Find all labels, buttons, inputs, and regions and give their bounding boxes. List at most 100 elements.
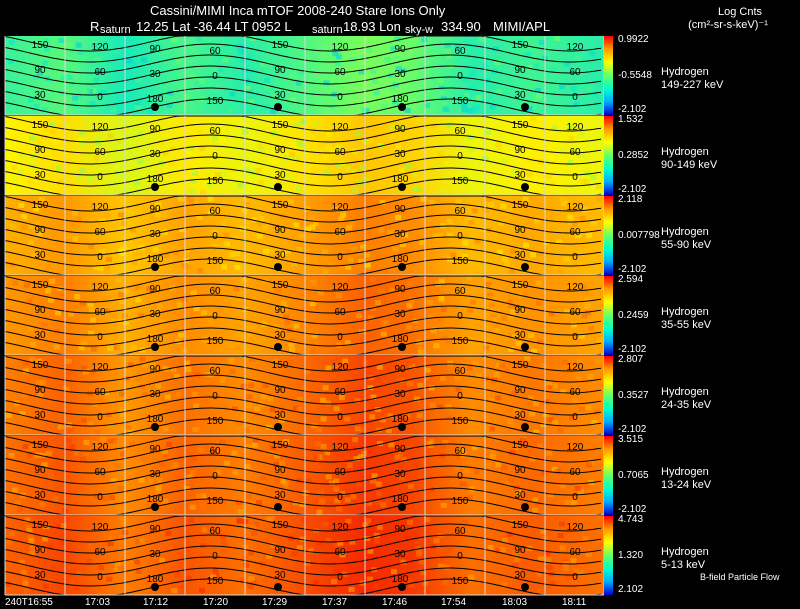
contour-label: 90 xyxy=(514,545,526,556)
contour-label: 30 xyxy=(274,330,286,341)
contour-label: 120 xyxy=(567,522,584,533)
pitch-contour xyxy=(4,407,602,427)
field-marker xyxy=(274,423,282,431)
contour-label: 150 xyxy=(207,96,224,107)
contour-label: 60 xyxy=(569,67,581,78)
panel-3: 150 90 30 120 60 0 90 30 180 60 0 150 150 90 30 120 60 0 9… xyxy=(4,275,613,356)
species-label: Hydrogen xyxy=(661,66,709,78)
contour-label: 60 xyxy=(94,227,106,238)
contour-label: 90 xyxy=(394,524,406,535)
contour-label: 30 xyxy=(149,309,161,320)
contour-label: 150 xyxy=(207,336,224,347)
energy-label: 55-90 keV xyxy=(661,239,712,251)
contour-label: 150 xyxy=(512,120,529,131)
contour-label: 120 xyxy=(92,282,109,293)
contour-label: 30 xyxy=(514,170,526,181)
panel-1: 150 90 30 120 60 0 90 30 180 60 0 150 150 90 30 120 60 0 9… xyxy=(4,115,613,196)
contour-label: 30 xyxy=(514,490,526,501)
contour-label: 60 xyxy=(454,206,466,217)
contour-label: 90 xyxy=(34,65,46,76)
contour-label: 90 xyxy=(514,145,526,156)
field-marker xyxy=(521,183,529,191)
contour-label: 60 xyxy=(334,467,346,478)
contour-label: 60 xyxy=(94,147,106,158)
field-marker xyxy=(274,583,282,591)
panel-4: 150 90 30 120 60 0 90 30 180 60 0 150 150 90 30 120 60 0 9… xyxy=(4,355,613,436)
contour-label: 60 xyxy=(454,46,466,57)
pitch-contour xyxy=(4,76,602,96)
contour-label: 30 xyxy=(34,250,46,261)
contour-label: 150 xyxy=(32,440,49,451)
contour-label: 60 xyxy=(94,547,106,558)
header-value: 334.90 xyxy=(441,19,481,34)
contour-label: 150 xyxy=(207,176,224,187)
contour-label: 90 xyxy=(514,305,526,316)
contour-label: 30 xyxy=(514,90,526,101)
colorbar xyxy=(604,436,613,515)
contour-label: 30 xyxy=(394,389,406,400)
contour-label: 150 xyxy=(32,120,49,131)
contour-label: 90 xyxy=(274,305,286,316)
colorbar-tick-min: -2.102 xyxy=(618,424,647,435)
field-marker xyxy=(398,103,406,111)
panel-label: Hydrogen 35-55 keV xyxy=(661,306,711,332)
pitch-contour xyxy=(4,567,602,587)
contour-label: 90 xyxy=(274,145,286,156)
contour-label: 180 xyxy=(392,574,409,585)
field-marker xyxy=(274,343,282,351)
field-marker xyxy=(521,423,529,431)
contour-label: 30 xyxy=(149,229,161,240)
colorbar-tick-mid: 1.320 xyxy=(618,549,644,561)
contour-label: 150 xyxy=(452,256,469,267)
pitch-contour xyxy=(4,123,602,143)
contour-label: 90 xyxy=(149,524,161,535)
contour-label: 150 xyxy=(512,360,529,371)
contour-label: 30 xyxy=(514,330,526,341)
species-label: Hydrogen xyxy=(661,546,709,558)
pitch-contour xyxy=(4,283,602,303)
time-tick: 18:11 xyxy=(562,597,587,608)
time-tick: 18:03 xyxy=(502,597,528,608)
contour-label: 60 xyxy=(569,227,581,238)
contour-label: 90 xyxy=(149,124,161,135)
contour-label: 150 xyxy=(512,280,529,291)
contour-label: 150 xyxy=(32,520,49,531)
time-tick: 17:20 xyxy=(203,597,229,608)
field-marker xyxy=(398,503,406,511)
colorbar-tick-max: 2.807 xyxy=(618,354,644,365)
contour-label: 150 xyxy=(272,120,289,131)
contour-label: 180 xyxy=(392,414,409,425)
contour-label: 60 xyxy=(94,387,106,398)
contour-label: 0 xyxy=(457,551,463,562)
contour-label: 0 xyxy=(572,332,578,343)
contour-label: 60 xyxy=(209,206,221,217)
contour-label: 30 xyxy=(34,490,46,501)
pitch-contour xyxy=(4,167,602,187)
contour-label: 30 xyxy=(394,229,406,240)
colorbar xyxy=(604,36,613,115)
field-marker xyxy=(274,183,282,191)
species-label: Hydrogen xyxy=(661,466,709,478)
plot-title: Cassini/MIMI Inca mTOF 2008-240 Stare Io… xyxy=(150,3,446,18)
contour-label: 60 xyxy=(454,526,466,537)
contour-label: 150 xyxy=(272,200,289,211)
contour-label: 180 xyxy=(392,334,409,345)
contour-label: 150 xyxy=(272,40,289,51)
pitch-contour xyxy=(4,305,602,325)
contour-label: 30 xyxy=(514,410,526,421)
pitch-contour xyxy=(4,156,602,176)
colorbar-tick-min: -2.102 xyxy=(618,504,647,515)
contour-label: 0 xyxy=(457,151,463,162)
contour-label: 120 xyxy=(92,42,109,53)
contour-label: 30 xyxy=(394,149,406,160)
contour-label: 90 xyxy=(514,465,526,476)
contour-label: 90 xyxy=(394,44,406,55)
field-marker xyxy=(151,183,159,191)
contour-label: 30 xyxy=(149,69,161,80)
pitch-contour xyxy=(4,65,602,85)
panel-label: Hydrogen 13-24 keV xyxy=(661,466,711,492)
contour-label: 60 xyxy=(209,446,221,457)
contour-label: 150 xyxy=(452,496,469,507)
field-marker xyxy=(521,103,529,111)
contour-label: 60 xyxy=(569,147,581,158)
